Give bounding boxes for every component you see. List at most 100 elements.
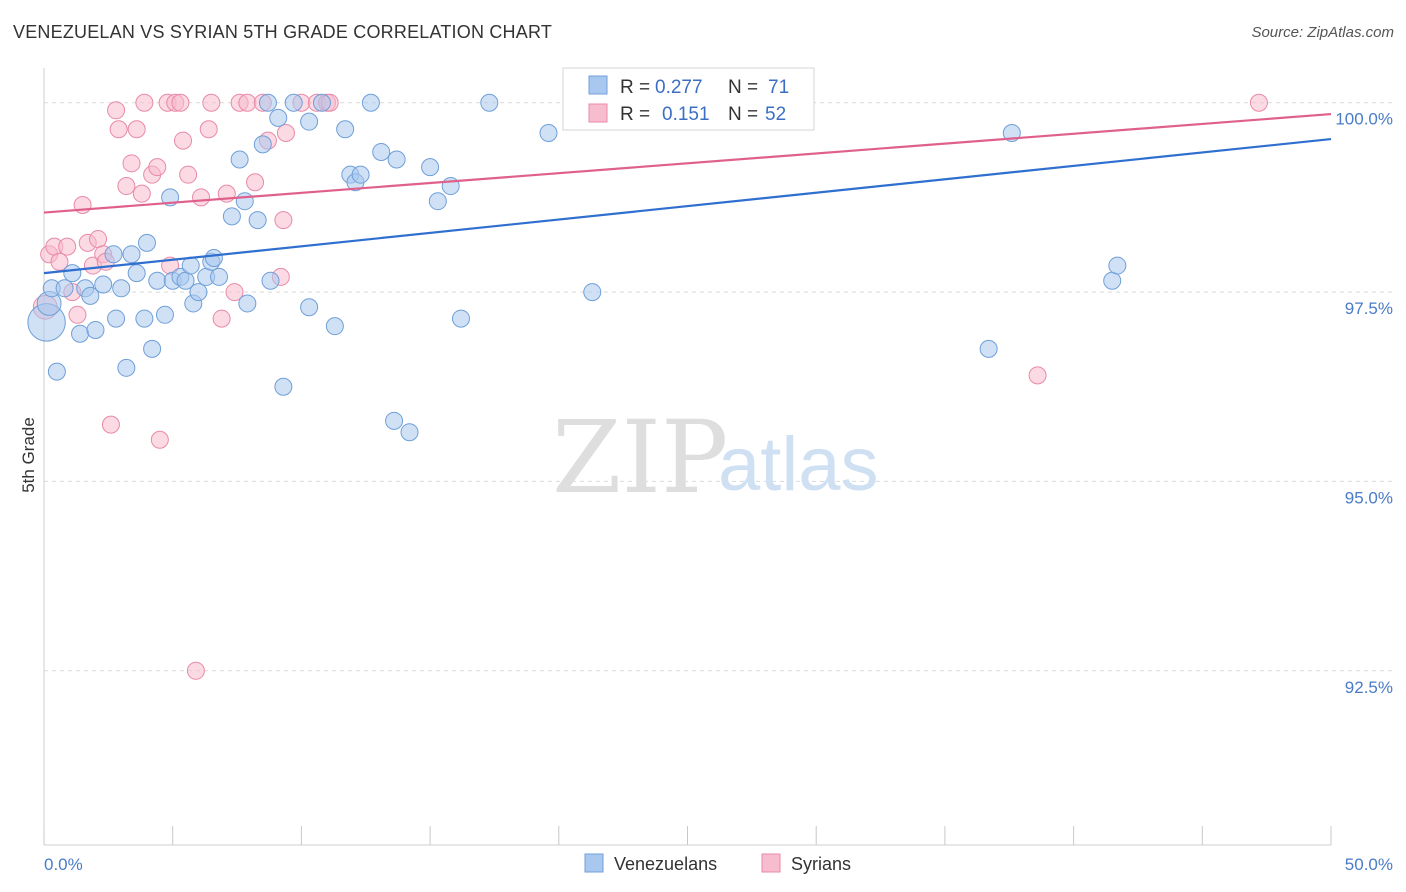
venezuelan-point-36: [238, 294, 257, 313]
venezuelan-point-38: [253, 135, 272, 154]
syrian-point-36: [225, 283, 244, 302]
venezuelan-point-37: [248, 211, 267, 230]
syrians-swatch: [588, 103, 608, 123]
venezuelans-legend-label: Venezuelans: [614, 854, 717, 874]
venezuelan-point-12: [107, 309, 126, 328]
syrian-point-38: [238, 93, 257, 112]
venezuelan-point-62: [539, 124, 558, 143]
venezuelan-point-10: [94, 275, 113, 294]
venezuelan-point-56: [400, 423, 419, 442]
syrian-point-6: [68, 305, 87, 324]
venezuelan-point-57: [421, 158, 440, 177]
syrian-point-20: [135, 93, 154, 112]
syrian-point-44: [276, 124, 295, 143]
chart-title: VENEZUELAN VS SYRIAN 5TH GRADE CORRELATI…: [13, 22, 553, 42]
venezuelan-point-53: [372, 142, 391, 161]
venezuelan-point-34: [230, 150, 249, 169]
venezuelan-point-17: [135, 309, 154, 328]
syrian-point-10: [89, 230, 108, 249]
x-tick-labels: 0.0% 50.0%: [44, 855, 1393, 874]
venezuelan-point-45: [300, 298, 319, 317]
venezuelan-point-41: [269, 108, 288, 127]
venezuelan-point-51: [351, 165, 370, 184]
venezuelan-point-15: [122, 245, 141, 264]
syrian-point-19: [132, 184, 151, 203]
legend-n-label-2: N =: [728, 104, 758, 125]
venezuelan-point-66: [1103, 271, 1122, 290]
grid-lines: [44, 102, 1392, 672]
venezuelan-point-31: [204, 248, 223, 267]
venezuelan-point-13: [112, 279, 131, 298]
x-tick-label-0: 0.0%: [44, 855, 83, 874]
syrians-legend-swatch: [761, 853, 781, 873]
source-label: Source: ZipAtlas.com: [1251, 24, 1394, 41]
x-tick-label-1: 50.0%: [1345, 855, 1393, 874]
venezuelan-point-9: [86, 320, 105, 339]
venezuelan-point-20: [148, 271, 167, 290]
trend-lines: [43, 112, 1332, 275]
series-legend: Venezuelans Syrians: [584, 853, 851, 874]
syrians-legend-label: Syrians: [791, 854, 851, 874]
venezuelan-point-55: [387, 150, 406, 169]
venezuelan-point-4: [55, 279, 74, 298]
legend-r-label-1: R =: [620, 77, 650, 98]
venezuelan-point-33: [222, 207, 241, 226]
venezuelan-point-61: [480, 93, 499, 112]
venezuelan-point-44: [300, 112, 319, 131]
venezuelan-point-46: [312, 93, 331, 112]
stats-legend: R = 0.277 N = 71 R = 0.151 N = 52: [562, 67, 815, 131]
venezuelan-point-43: [284, 93, 303, 112]
syrian-point-17: [122, 154, 141, 173]
venezuelans-legend-swatch: [584, 853, 604, 873]
legend-r-value-2: 0.151: [662, 104, 710, 125]
venezuelan-point-3: [47, 362, 66, 381]
watermark-zip: ZIP: [552, 399, 728, 516]
syrian-point-18: [127, 120, 146, 139]
venezuelan-point-63: [583, 283, 602, 302]
syrian-point-16: [117, 177, 136, 196]
syrian-point-43: [274, 211, 293, 230]
syrian-point-50: [1028, 366, 1047, 385]
venezuelan-point-11: [104, 245, 123, 264]
venezuelan-point-28: [189, 283, 208, 302]
venezuelan-point-18: [137, 233, 156, 252]
syrian-point-23: [150, 430, 169, 449]
venezuelans-trend-line: [43, 137, 1332, 275]
venezuelan-point-54: [385, 411, 404, 430]
syrians-trend-line: [43, 112, 1332, 214]
legend-r-value-1: 0.277: [655, 77, 703, 98]
legend-n-value-1: 71: [768, 77, 789, 98]
y-tick-labels: 100.0% 97.5% 95.0% 92.5%: [1335, 110, 1393, 697]
venezuelan-point-58: [428, 192, 447, 211]
syrian-point-3: [50, 252, 69, 271]
venezuelan-point-5: [63, 264, 82, 283]
watermark-atlas: atlas: [718, 422, 879, 507]
syrian-point-31: [192, 188, 211, 207]
venezuelan-point-39: [261, 271, 280, 290]
x-ticks: [43, 826, 1332, 845]
legend-n-value-2: 52: [765, 104, 786, 125]
venezuelan-point-8: [81, 286, 100, 305]
syrian-point-30: [186, 661, 205, 680]
venezuelan-point-26: [181, 256, 200, 275]
syrian-point-14: [107, 101, 126, 120]
venezuelan-point-60: [451, 309, 470, 328]
venezuelan-point-35: [235, 192, 254, 211]
syrian-point-34: [212, 309, 231, 328]
venezuelan-point-32: [210, 267, 229, 286]
venezuelan-point-52: [361, 93, 380, 112]
venezuelan-point-19: [143, 339, 162, 358]
syrian-point-39: [246, 173, 265, 192]
syrians-points: [32, 93, 1268, 680]
syrian-point-32: [199, 120, 218, 139]
venezuelan-point-6: [71, 324, 90, 343]
syrian-point-22: [148, 158, 167, 177]
venezuelan-point-67: [1108, 256, 1127, 275]
venezuelan-point-14: [117, 358, 136, 377]
syrian-point-13: [101, 415, 120, 434]
syrian-point-28: [173, 131, 192, 150]
syrian-point-27: [171, 93, 190, 112]
venezuelan-point-40: [258, 93, 277, 112]
syrian-point-15: [109, 120, 128, 139]
